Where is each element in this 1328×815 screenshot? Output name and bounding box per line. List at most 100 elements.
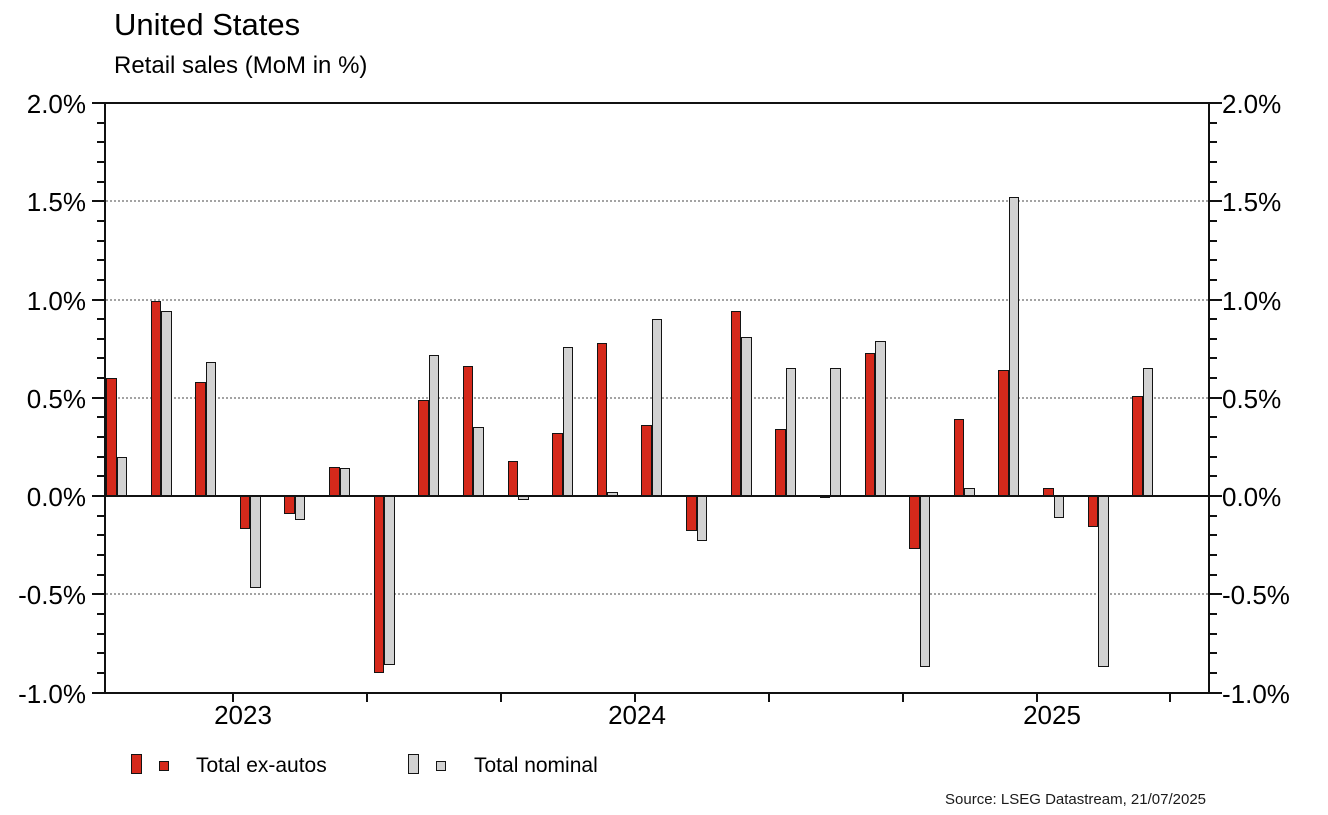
y-tick-left — [97, 455, 104, 458]
y-axis-label-left: 0.0% — [26, 482, 86, 512]
y-tick-left — [97, 259, 104, 262]
bar-total-nominal — [428, 354, 440, 496]
bar-total-nominal — [250, 496, 261, 589]
bar-total-ex-autos — [507, 460, 519, 496]
bar-total-nominal — [1098, 496, 1109, 667]
bar-total-nominal — [294, 496, 306, 520]
chart-subtitle: Retail sales (MoM in %) — [114, 52, 368, 79]
y-tick-right — [1210, 612, 1217, 615]
legend-swatch-nominal-square — [436, 761, 446, 771]
y-tick-left — [92, 691, 104, 694]
x-tick — [767, 694, 770, 702]
y-axis-label-right: 1.0% — [1222, 285, 1282, 316]
y-tick-right — [1210, 180, 1217, 183]
bar-total-nominal — [116, 456, 127, 496]
y-axis-label-right: 2.0% — [1222, 89, 1282, 119]
legend-swatch-ex-autos-bar — [131, 754, 142, 774]
y-tick-right — [1210, 121, 1217, 124]
y-tick-right — [1210, 593, 1222, 596]
bar-total-ex-autos — [239, 496, 251, 530]
bar-total-nominal — [1053, 496, 1065, 518]
chart-title: United States — [114, 7, 301, 42]
y-tick-left — [92, 200, 104, 203]
y-axis-label-right: 1.5% — [1222, 187, 1282, 218]
bar-total-nominal — [830, 368, 841, 496]
x-tick — [901, 694, 904, 702]
bar-total-ex-autos — [195, 382, 206, 496]
gridline--0.5 — [106, 593, 1208, 596]
y-tick-left — [97, 632, 104, 635]
y-tick-left — [97, 160, 104, 163]
bar-total-ex-autos — [998, 370, 1009, 496]
y-axis-label-left: 2.0% — [26, 89, 86, 119]
y-tick-right — [1210, 377, 1217, 380]
bar-total-nominal — [607, 492, 618, 496]
bar-total-nominal — [518, 496, 529, 500]
bar-total-nominal — [1142, 368, 1154, 496]
y-tick-left — [97, 436, 104, 439]
y-tick-right — [1210, 455, 1217, 458]
y-tick-right — [1210, 436, 1217, 439]
bar-total-ex-autos — [150, 301, 162, 496]
y-tick-left — [97, 553, 104, 556]
bar-total-ex-autos — [373, 496, 385, 673]
zero-axis-line — [104, 495, 1210, 497]
y-axis-label-left: 1.5% — [26, 187, 86, 218]
y-axis-label-left: -1.0% — [18, 678, 86, 709]
y-tick-right — [1210, 652, 1217, 655]
y-tick-left — [97, 514, 104, 517]
bar-total-ex-autos — [864, 352, 876, 496]
bar-total-ex-autos — [106, 378, 117, 496]
y-tick-left — [97, 475, 104, 478]
y-tick-left — [92, 396, 104, 399]
y-tick-left — [97, 180, 104, 183]
y-tick-right — [1210, 691, 1222, 694]
bar-total-nominal — [384, 496, 395, 665]
bar-total-nominal — [696, 496, 708, 542]
bar-total-ex-autos — [686, 496, 697, 532]
y-tick-left — [97, 534, 104, 537]
bar-total-nominal — [161, 311, 172, 496]
y-tick-left — [97, 612, 104, 615]
y-tick-left — [97, 121, 104, 124]
x-tick — [1169, 694, 1172, 702]
bar-total-ex-autos — [418, 399, 429, 496]
bar-total-ex-autos — [284, 496, 295, 514]
bar-total-nominal — [339, 468, 351, 496]
y-axis-label-left: 1.0% — [26, 285, 86, 316]
bar-total-ex-autos — [775, 429, 786, 496]
x-tick — [232, 694, 235, 702]
plot-frame — [104, 102, 1210, 694]
y-tick-right — [1210, 495, 1222, 497]
legend-label-ex-autos: Total ex-autos — [196, 754, 327, 777]
y-tick-left — [97, 318, 104, 321]
y-tick-left — [97, 671, 104, 674]
y-tick-left — [97, 219, 104, 222]
bar-total-ex-autos — [953, 419, 965, 496]
y-tick-left — [97, 573, 104, 576]
y-tick-left — [97, 278, 104, 281]
y-tick-left — [97, 239, 104, 242]
bar-total-ex-autos — [730, 311, 742, 496]
bar-total-nominal — [473, 427, 484, 496]
gridline-1 — [106, 298, 1208, 301]
y-tick-left — [97, 357, 104, 360]
source-note: Source: LSEG Datastream, 21/07/2025 — [945, 791, 1206, 808]
bar-total-ex-autos — [909, 496, 920, 550]
bar-total-ex-autos — [552, 433, 563, 496]
y-tick-right — [1210, 396, 1222, 399]
y-tick-right — [1210, 514, 1217, 517]
bar-total-nominal — [875, 340, 886, 496]
bar-total-ex-autos — [462, 366, 474, 496]
bar-total-ex-autos — [641, 425, 652, 496]
y-axis-label-right: 0.5% — [1222, 383, 1282, 414]
x-axis-label-year: 2023 — [214, 700, 272, 730]
y-tick-right — [1210, 200, 1222, 203]
y-axis-label-left: -0.5% — [18, 580, 86, 611]
legend-label-nominal: Total nominal — [474, 754, 598, 777]
x-tick — [633, 694, 636, 702]
gridline-1.5 — [106, 200, 1208, 203]
y-tick-right — [1210, 553, 1217, 556]
x-axis-label-year: 2024 — [608, 700, 666, 730]
